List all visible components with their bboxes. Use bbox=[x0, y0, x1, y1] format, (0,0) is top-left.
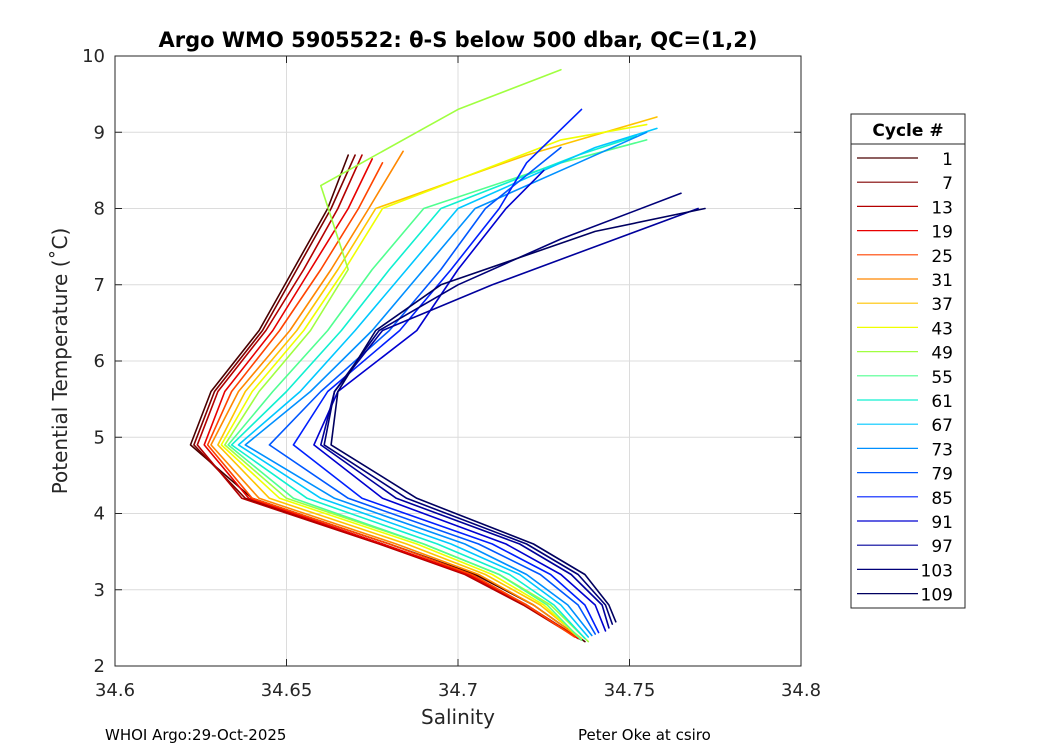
y-axis-label: Potential Temperature (˚C) bbox=[48, 228, 72, 495]
legend-label-61: 61 bbox=[931, 392, 953, 412]
y-tick-label: 2 bbox=[94, 656, 105, 677]
x-axis-label: Salinity bbox=[421, 705, 495, 729]
legend-label-67: 67 bbox=[931, 416, 953, 436]
series-line-cycle-43 bbox=[220, 123, 648, 641]
x-tick-label: 34.8 bbox=[781, 680, 821, 701]
y-tick-label: 8 bbox=[94, 199, 105, 220]
ticks: 34.6 34.65 34.7 34.75 34.8 2 3 4 5 6 7 8 9 10 bbox=[82, 46, 821, 701]
series-group bbox=[189, 68, 706, 643]
legend-label-79: 79 bbox=[931, 465, 953, 485]
legend-label-55: 55 bbox=[931, 368, 953, 388]
y-tick-label: 5 bbox=[94, 427, 105, 448]
legend-label-19: 19 bbox=[931, 223, 953, 243]
series-line-cycle-13 bbox=[196, 154, 579, 640]
series-line-cycle-79 bbox=[268, 146, 597, 635]
legend-label-31: 31 bbox=[931, 271, 953, 291]
series-line-cycle-55 bbox=[227, 139, 648, 641]
legend-label-91: 91 bbox=[931, 513, 953, 533]
series-line-cycle-97 bbox=[319, 207, 699, 629]
legend-label-97: 97 bbox=[931, 537, 953, 557]
legend-box bbox=[850, 113, 966, 609]
series-line-cycle-67 bbox=[237, 127, 658, 638]
y-tick-label: 7 bbox=[94, 275, 105, 296]
legend-label-109: 109 bbox=[921, 586, 953, 606]
legend-entries: 1 7 13 19 25 31 37 43 49 55 61 67 73 79 85 91 97 103 109 bbox=[857, 150, 953, 606]
chart-title: Argo WMO 5905522: θ-S below 500 dbar, QC… bbox=[159, 28, 758, 52]
series-line-cycle-73 bbox=[244, 131, 648, 637]
legend-label-43: 43 bbox=[931, 319, 953, 339]
x-tick-label: 34.6 bbox=[95, 680, 135, 701]
footer-right: Peter Oke at csiro bbox=[578, 726, 711, 744]
y-tick-label: 4 bbox=[94, 504, 105, 525]
footer-left: WHOI Argo:29-Oct-2025 bbox=[105, 726, 286, 744]
legend-title: Cycle # bbox=[872, 121, 943, 141]
legend-label-49: 49 bbox=[931, 344, 953, 364]
legend: Cycle # 1 7 13 19 25 31 37 43 49 55 61 67 73 79 85 91 97… bbox=[850, 113, 966, 609]
series-line-cycle-31 bbox=[210, 150, 579, 638]
y-tick-label: 9 bbox=[94, 122, 105, 143]
plot-area: 34.6 34.65 34.7 34.75 34.8 2 3 4 5 6 7 8 9 10 bbox=[82, 46, 821, 701]
series-line-cycle-85 bbox=[292, 108, 600, 634]
legend-label-85: 85 bbox=[931, 489, 953, 509]
legend-label-103: 103 bbox=[921, 561, 953, 581]
series-line-cycle-109 bbox=[330, 207, 706, 623]
series-line-cycle-91 bbox=[313, 169, 607, 632]
y-tick-label: 3 bbox=[94, 580, 105, 601]
x-tick-label: 34.65 bbox=[261, 680, 313, 701]
legend-label-73: 73 bbox=[931, 440, 953, 460]
y-tick-label: 10 bbox=[82, 46, 105, 67]
x-tick-label: 34.75 bbox=[604, 680, 656, 701]
legend-label-1: 1 bbox=[942, 150, 953, 170]
series-line-cycle-37 bbox=[217, 116, 658, 640]
x-tick-label: 34.7 bbox=[438, 680, 478, 701]
y-tick-label: 6 bbox=[94, 351, 105, 372]
series-line-cycle-19 bbox=[203, 158, 579, 640]
series-line-cycle-61 bbox=[230, 135, 638, 640]
legend-label-13: 13 bbox=[931, 198, 953, 218]
legend-label-37: 37 bbox=[931, 295, 953, 315]
series-line-cycle-25 bbox=[206, 162, 576, 638]
legend-label-7: 7 bbox=[942, 174, 953, 194]
series-line-cycle-1 bbox=[189, 154, 586, 643]
legend-label-25: 25 bbox=[931, 247, 953, 267]
series-line-cycle-103 bbox=[323, 192, 682, 625]
